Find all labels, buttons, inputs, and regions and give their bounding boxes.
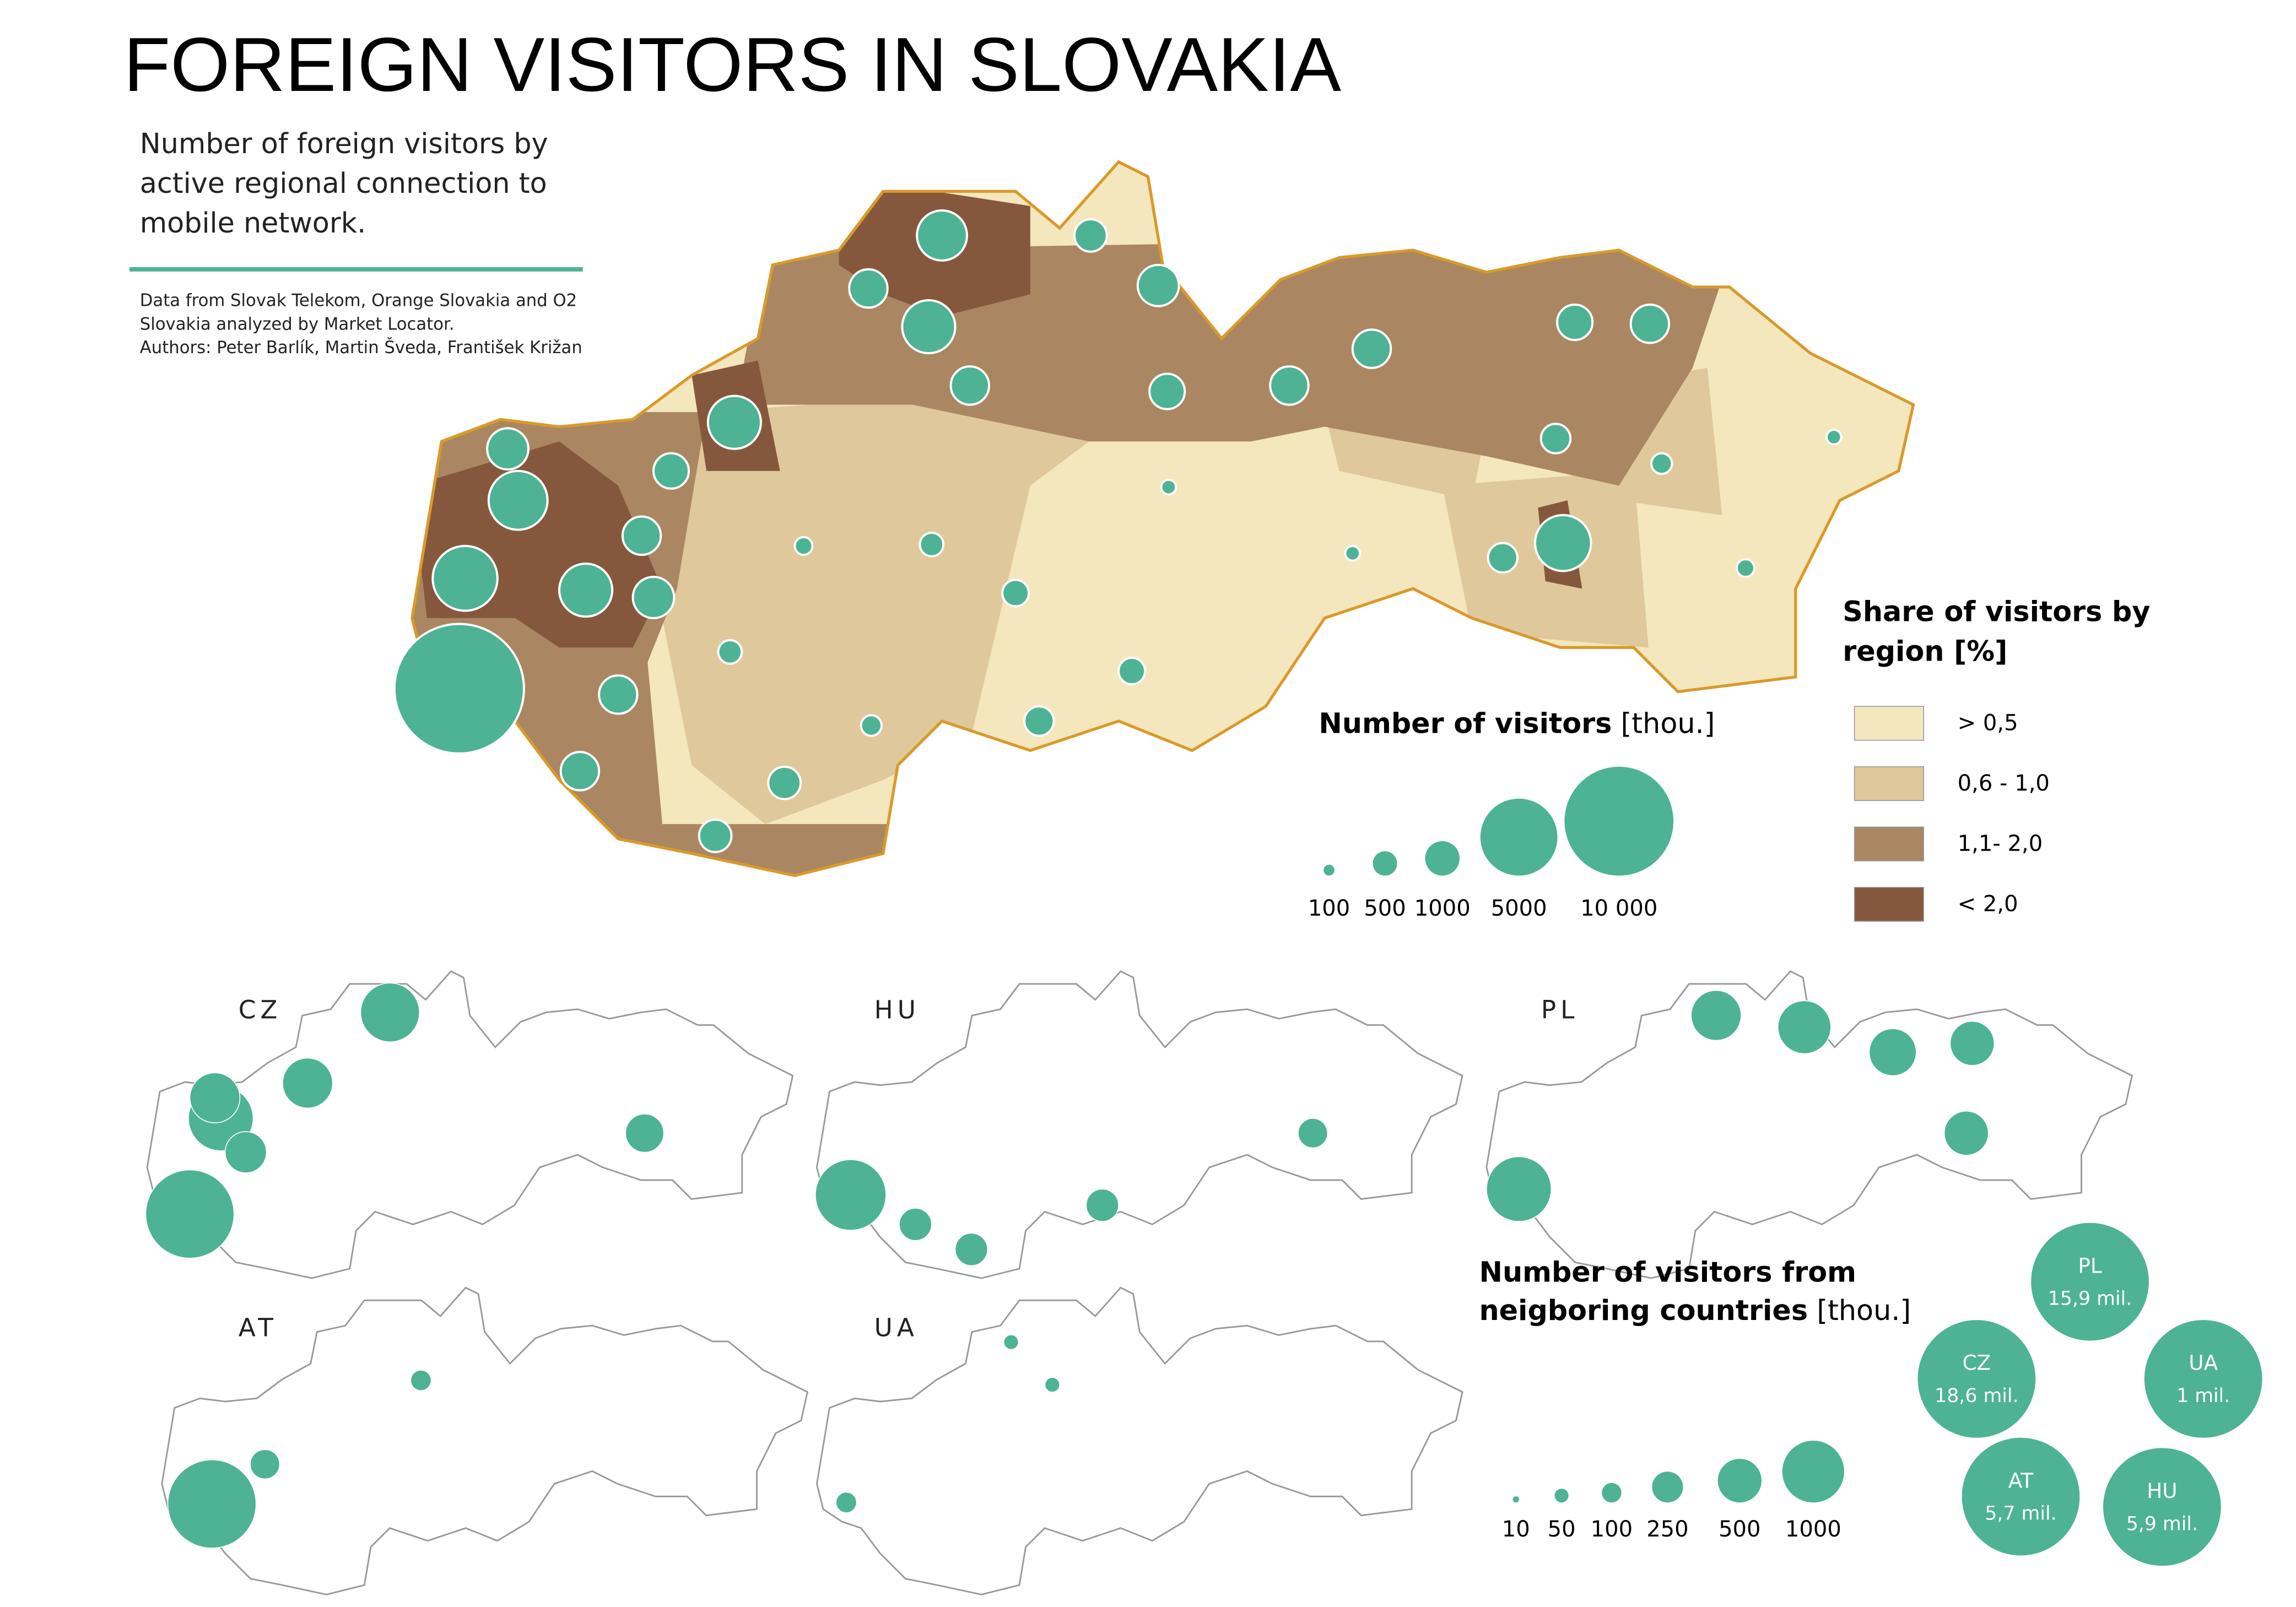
legend-title: neigboring countries [thou.] [1479,1294,1911,1327]
legend-label: > 0,5 [1958,710,2018,735]
subtitle-line: Number of foreign visitors by [140,127,548,160]
size-circle [1564,766,1674,876]
subtitle: Number of foreign visitors by active reg… [140,127,548,239]
size-circle [1425,841,1460,876]
size-label: 5000 [1491,896,1547,921]
visitors-legend: Number of visitors [thou.] 100 500 1000 500… [1308,707,1715,921]
size-circle [1652,1471,1683,1503]
country-maps: CZ HU PL AT UA [145,970,2133,1595]
legend-title: Number of visitors from [1479,1256,1857,1289]
country-circle [2144,1320,2262,1438]
legend-label: 0,6 - 1,0 [1958,771,2050,796]
size-circle [1512,1496,1519,1503]
size-label: 10 000 [1580,896,1657,921]
size-label: 250 [1646,1517,1688,1542]
country-circle [1962,1437,2080,1556]
country-total: 5,7 mil. [1985,1503,2056,1525]
country-total: 15,9 mil. [2048,1288,2132,1310]
legend-label: 1,1- 2,0 [1958,831,2043,856]
size-circle [1323,864,1335,876]
size-circle [1602,1482,1622,1503]
country-name: CZ [1963,1351,1991,1375]
country-circle [1917,1320,2036,1438]
size-label: 100 [1591,1517,1633,1542]
legend-swatch [1854,706,1924,741]
legend-title: Number of visitors [thou.] [1319,707,1715,739]
source: Data from Slovak Telekom, Orange Slovaki… [140,291,582,358]
neighbors-legend: Number of visitors from neigboring count… [1479,1256,1911,1542]
size-circle [1480,798,1558,876]
country-total: 1 mil. [2176,1385,2230,1407]
size-label: 50 [1548,1517,1576,1542]
legend-unit: [thou.] [1817,1294,1911,1327]
country-total: 18,6 mil. [1935,1385,2019,1407]
country-name: HU [2147,1479,2177,1503]
country-name: UA [2189,1351,2218,1375]
legend-title-main: Number of visitors [1319,707,1612,739]
country-name: AT [2008,1468,2034,1492]
main-map [393,147,1936,897]
source-line: Authors: Peter Barlík, Martin Šveda, Fra… [140,337,582,358]
map-label: PL [1541,995,1579,1024]
country-total: 5,9 mil. [2126,1513,2198,1535]
size-label: 100 [1308,896,1350,921]
size-circle [1717,1458,1762,1503]
country-circle [2031,1222,2149,1341]
country-circle [2103,1448,2221,1566]
legend-title-main: neigboring countries [1479,1294,1808,1327]
region [662,397,1089,824]
size-label: 500 [1719,1517,1760,1542]
source-line: Slovakia analyzed by Market Locator. [140,314,455,334]
legend-label: < 2,0 [1958,891,2018,917]
legend-unit: [thou.] [1620,707,1715,739]
country-totals: PL 15,9 mil. CZ 18,6 mil. UA 1 mil. AT 5,7 mil.… [1917,1222,2262,1566]
map-label: AT [239,1313,278,1342]
map-label: HU [874,995,920,1024]
source-line: Data from Slovak Telekom, Orange Slovaki… [140,291,577,311]
size-circle [1782,1441,1844,1503]
subtitle-line: active regional connection to [140,167,547,199]
map-label: CZ [239,995,282,1024]
legend-title: Share of visitors by [1843,595,2150,627]
country-name: PL [2078,1253,2102,1278]
size-circle [1554,1489,1569,1503]
size-circle [1373,851,1397,876]
legend-swatch [1854,886,1924,922]
size-label: 500 [1364,896,1406,921]
title: FOREIGN VISITORS IN SLOVAKIA [123,22,1341,107]
map-label: UA [874,1313,919,1342]
legend-swatch [1854,766,1924,801]
legend-title: region [%] [1843,635,2007,667]
share-legend: Share of visitors by region [%] > 0,5 0,6… [1843,595,2150,922]
legend-swatch [1854,826,1924,862]
size-label: 10 [1502,1517,1530,1542]
subtitle-line: mobile network. [140,207,366,239]
size-label: 1000 [1414,896,1471,921]
size-label: 1000 [1785,1517,1841,1542]
